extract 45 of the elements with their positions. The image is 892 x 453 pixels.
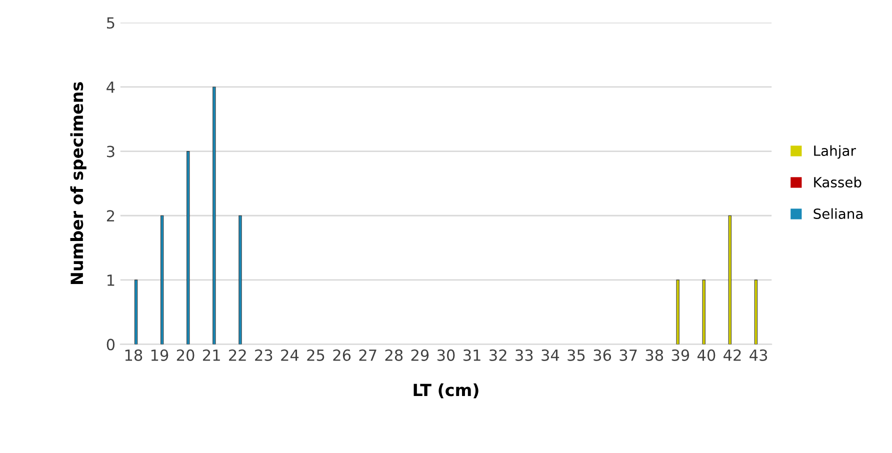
- x-tick-label: 38: [646, 349, 664, 361]
- y-tick-label: 2: [106, 210, 114, 222]
- x-tick-label: 42: [724, 349, 741, 361]
- x-tick-label: 26: [333, 349, 351, 361]
- legend-label: Seliana: [814, 208, 862, 219]
- legend-label: Lahjar: [814, 145, 856, 159]
- bar: [754, 280, 758, 344]
- y-tick-label: 5: [107, 17, 114, 29]
- x-tick-label: 33: [516, 349, 533, 361]
- bar: [238, 215, 242, 344]
- y-tick-label: 0: [106, 338, 115, 350]
- x-axis-title: LT (cm): [414, 383, 478, 398]
- legend-label: Kasseb: [814, 176, 862, 188]
- y-axis-title: Number of specimens: [70, 82, 86, 284]
- bar: [212, 86, 216, 344]
- x-tick-label: 18: [125, 349, 142, 361]
- y-tick-label: 3: [107, 146, 114, 158]
- bar: [728, 215, 732, 344]
- x-tick-label: 32: [490, 349, 506, 361]
- x-tick-label: 35: [568, 349, 585, 361]
- x-tick-label: 40: [697, 349, 716, 361]
- x-tick-label: 37: [620, 349, 637, 361]
- bar: [676, 280, 680, 344]
- x-tick-label: 20: [176, 349, 194, 361]
- x-tick-label: 30: [437, 349, 455, 361]
- y-tick-label: 4: [106, 82, 115, 93]
- x-tick-label: 31: [463, 349, 480, 361]
- x-tick-label: 36: [594, 349, 612, 361]
- x-tick-label: 28: [385, 349, 403, 361]
- x-tick-label: 29: [411, 349, 429, 361]
- x-tick-label: 24: [281, 349, 299, 361]
- x-tick-label: 23: [255, 349, 272, 361]
- x-tick-label: 22: [229, 349, 246, 361]
- bar: [134, 280, 138, 344]
- bar: [160, 215, 164, 344]
- x-tick-label: 43: [750, 349, 768, 361]
- x-tick-label: 21: [202, 349, 220, 361]
- x-tick-label: 34: [542, 349, 560, 361]
- x-tick-label: 39: [672, 349, 690, 361]
- y-tick-label: 1: [108, 274, 114, 286]
- x-tick-label: 25: [307, 349, 324, 361]
- bar: [702, 280, 706, 344]
- x-tick-label: 27: [359, 349, 376, 361]
- bar: [186, 151, 190, 344]
- x-tick-label: 19: [151, 349, 168, 361]
